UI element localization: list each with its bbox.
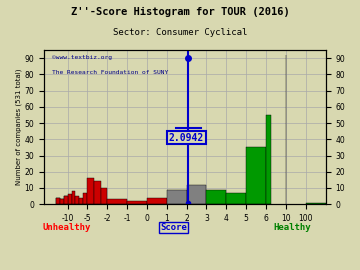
Text: Healthy: Healthy bbox=[273, 223, 311, 232]
Bar bbox=[76, 196, 80, 204]
Bar bbox=[266, 115, 271, 204]
Text: Score: Score bbox=[160, 223, 187, 232]
Bar bbox=[306, 202, 325, 204]
Bar bbox=[186, 185, 207, 204]
Bar bbox=[64, 196, 68, 204]
Text: The Research Foundation of SUNY: The Research Foundation of SUNY bbox=[52, 70, 168, 75]
Bar bbox=[68, 194, 72, 204]
Bar bbox=[87, 178, 94, 204]
Bar bbox=[56, 198, 60, 204]
Y-axis label: Number of companies (531 total): Number of companies (531 total) bbox=[15, 69, 22, 185]
Bar bbox=[127, 201, 147, 204]
Bar bbox=[167, 190, 186, 204]
Text: ©www.textbiz.org: ©www.textbiz.org bbox=[52, 55, 112, 60]
Bar bbox=[107, 199, 127, 204]
Bar bbox=[94, 181, 101, 204]
Text: Z''-Score Histogram for TOUR (2016): Z''-Score Histogram for TOUR (2016) bbox=[71, 7, 289, 17]
Bar bbox=[72, 191, 76, 204]
Bar bbox=[207, 190, 226, 204]
Bar bbox=[80, 198, 84, 204]
Text: Unhealthy: Unhealthy bbox=[42, 223, 90, 232]
Bar bbox=[101, 188, 107, 204]
Bar bbox=[246, 147, 266, 204]
Bar bbox=[147, 198, 167, 204]
Bar bbox=[84, 193, 87, 204]
Bar bbox=[226, 193, 246, 204]
Bar bbox=[60, 199, 64, 204]
Bar bbox=[64, 196, 68, 204]
Bar bbox=[60, 199, 64, 204]
Text: 2.0942: 2.0942 bbox=[169, 133, 204, 143]
Text: Sector: Consumer Cyclical: Sector: Consumer Cyclical bbox=[113, 28, 247, 37]
Bar bbox=[56, 198, 60, 204]
